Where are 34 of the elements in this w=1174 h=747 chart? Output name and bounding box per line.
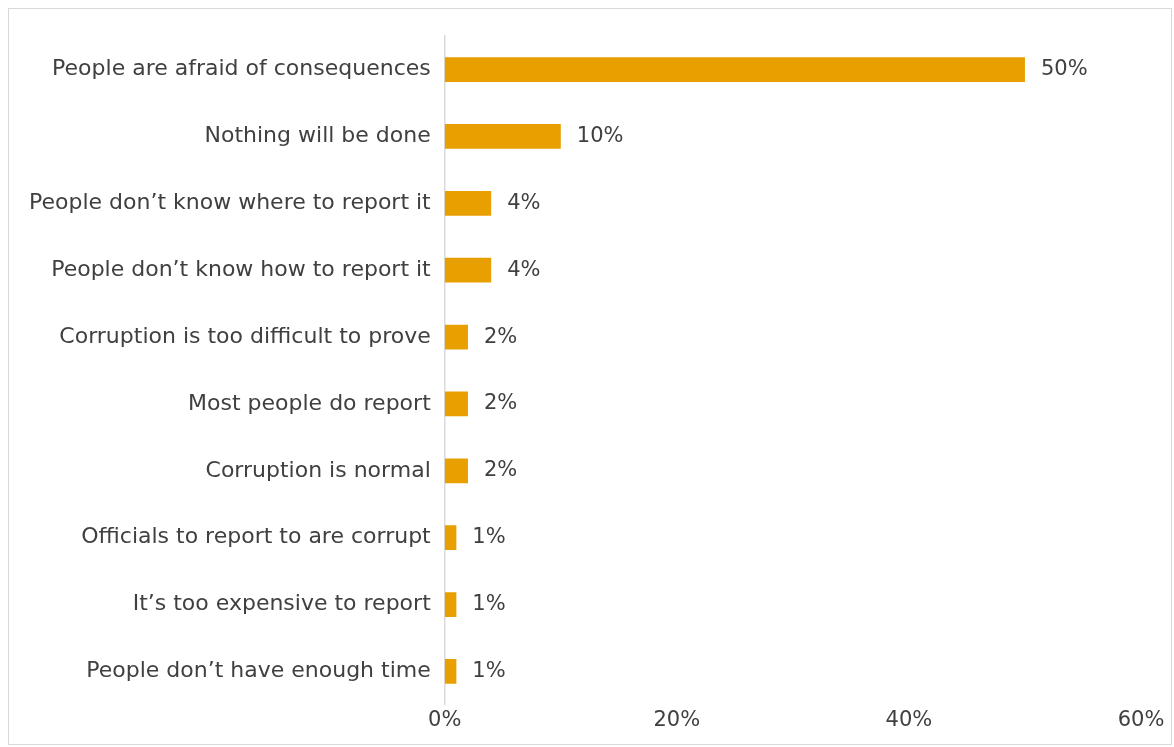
y-tick-label: Officials to report to are corrupt bbox=[81, 523, 432, 549]
bar bbox=[444, 391, 468, 417]
y-tick-label: People don’t know how to report it bbox=[51, 255, 432, 281]
bar bbox=[444, 57, 1025, 82]
x-tick-label: 60% bbox=[1117, 706, 1165, 731]
y-tick-label: Most people do report bbox=[188, 389, 432, 415]
data-label: 1% bbox=[472, 524, 506, 549]
y-tick-label: People don’t know where to report it bbox=[28, 189, 432, 215]
x-tick-label: 40% bbox=[885, 706, 933, 731]
bar bbox=[444, 257, 492, 283]
y-tick-label: People don’t have enough time bbox=[86, 657, 431, 683]
bar bbox=[444, 124, 561, 149]
bar bbox=[444, 659, 457, 684]
x-tick-label: 0% bbox=[428, 706, 462, 731]
bar bbox=[444, 458, 468, 484]
data-label: 2% bbox=[483, 323, 518, 348]
data-label: 4% bbox=[507, 189, 541, 214]
bar bbox=[444, 324, 468, 350]
data-label: 2% bbox=[483, 390, 518, 415]
bar bbox=[444, 525, 457, 551]
x-tick-label: 20% bbox=[653, 706, 701, 731]
data-label: 2% bbox=[483, 457, 518, 482]
y-tick-label: Corruption is too difficult to prove bbox=[59, 322, 431, 348]
data-label: 1% bbox=[472, 657, 506, 682]
data-label: 4% bbox=[507, 256, 541, 281]
y-tick-label: It’s too expensive to report bbox=[132, 590, 432, 616]
data-label: 10% bbox=[576, 122, 624, 147]
y-tick-label: Nothing will be done bbox=[204, 122, 431, 148]
y-tick-label: People are afraid of consequences bbox=[52, 55, 431, 81]
bar bbox=[444, 190, 492, 216]
data-label: 1% bbox=[472, 590, 506, 615]
bar bbox=[444, 592, 457, 617]
y-tick-label: Corruption is normal bbox=[205, 456, 431, 482]
data-label: 50% bbox=[1040, 56, 1088, 81]
